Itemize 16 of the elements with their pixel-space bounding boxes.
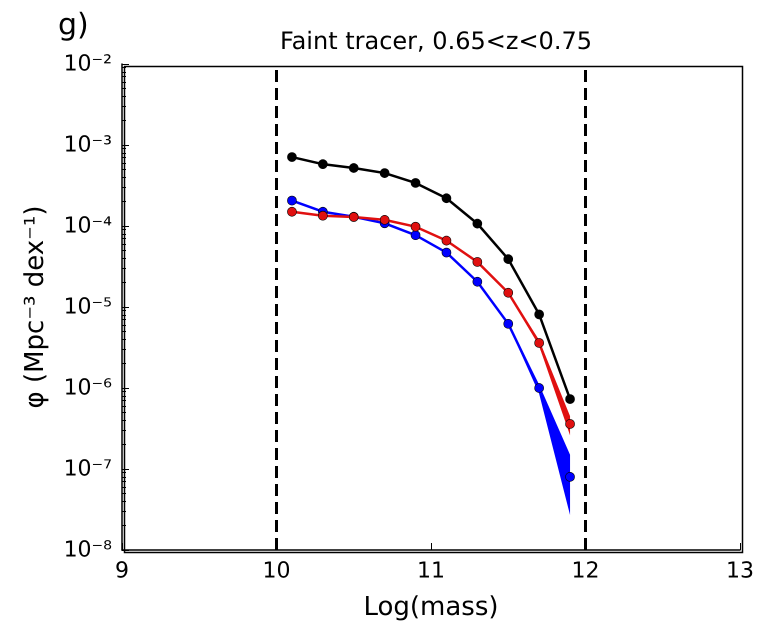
y-tick-label: 10⁻⁷ xyxy=(64,456,112,482)
x-tick-label: 10 xyxy=(262,558,290,584)
y-tick-label: 10⁻⁵ xyxy=(64,294,112,320)
y-tick-label: 10⁻² xyxy=(64,52,112,76)
x-tick-label: 13 xyxy=(726,558,754,584)
y-tick-label: 10⁻⁶ xyxy=(64,376,112,400)
y-tick-label: 10⁻⁴ xyxy=(64,214,112,238)
x-tick-label: 11 xyxy=(417,558,445,584)
x-tick-label: 12 xyxy=(572,558,600,584)
text: g) xyxy=(58,8,89,42)
chart-title: Faint tracer, 0.65<z<0.75 xyxy=(280,27,592,55)
x-axis-title: Log(mass) xyxy=(363,592,499,622)
x-tick-label: 9 xyxy=(115,558,129,584)
y-axis-title: φ (Mpc⁻³ dex⁻¹) xyxy=(20,206,50,408)
y-tick-label: 10⁻³ xyxy=(64,132,112,158)
y-tick-label: 10⁻⁸ xyxy=(64,538,112,562)
